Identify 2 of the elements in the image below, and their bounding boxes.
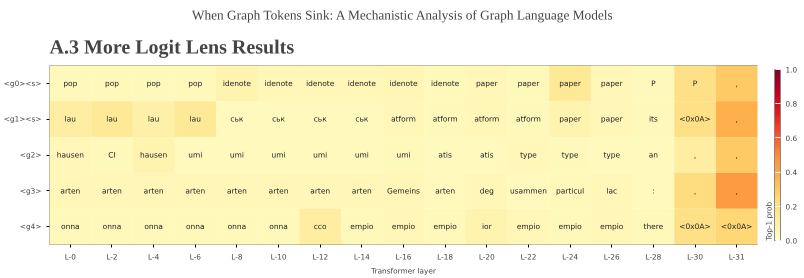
chart-title: When Graph Tokens Sink: A Mechanistic Analysis of Graph Language Models (192, 8, 613, 22)
chart-subtitle: A.3 More Logit Lens Results (50, 36, 294, 58)
